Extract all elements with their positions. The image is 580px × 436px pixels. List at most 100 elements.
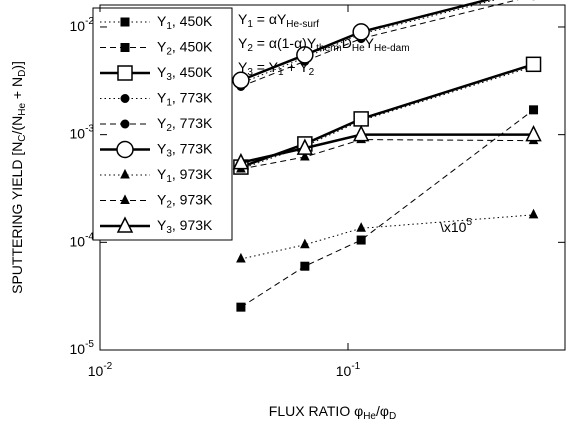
equation: Y3 = Y1 + Y2 bbox=[238, 59, 315, 78]
legend-label-part: , 973K bbox=[172, 166, 213, 182]
equation-part: 2 bbox=[309, 67, 315, 78]
series-line bbox=[240, 139, 534, 170]
legend-label: Y2, 450K bbox=[157, 38, 213, 57]
data-point bbox=[300, 238, 310, 249]
x-axis-label-part: /φ bbox=[376, 403, 389, 419]
equation-part: Y bbox=[238, 11, 248, 27]
x-axis-label-part: D bbox=[389, 411, 396, 422]
data-point bbox=[352, 23, 370, 41]
legend-label-part: Y bbox=[157, 64, 167, 80]
x-axis-label: FLUX RATIO φHe/φD bbox=[269, 403, 396, 422]
legend-label-part: Y bbox=[157, 166, 167, 182]
legend-marker bbox=[116, 216, 134, 233]
data-point bbox=[296, 46, 314, 64]
data-point bbox=[236, 252, 246, 263]
legend-label-part: , 450K bbox=[172, 38, 213, 54]
data-point bbox=[296, 138, 314, 155]
x-axis-label-part: FLUX RATIO φ bbox=[269, 403, 363, 419]
legend-label-part: , 450K bbox=[172, 13, 213, 29]
legend-label: Y3, 450K bbox=[157, 64, 213, 83]
data-point bbox=[356, 222, 366, 232]
x-tick-label-part: -2 bbox=[103, 361, 112, 372]
y-axis-label-part: He bbox=[17, 103, 28, 116]
y-tick-label: 10-5 bbox=[70, 339, 95, 357]
y-tick-label-part: -4 bbox=[85, 231, 94, 242]
data-point bbox=[356, 235, 366, 245]
data-point bbox=[300, 261, 310, 271]
data-point bbox=[352, 124, 370, 142]
equation-part: He-dam bbox=[374, 43, 410, 54]
y-axis-label-part: D bbox=[17, 70, 28, 77]
data-point bbox=[232, 152, 250, 170]
equation-part: He-surf bbox=[286, 19, 319, 30]
legend-label-part: , 973K bbox=[172, 191, 213, 207]
equation-part: 1 bbox=[247, 19, 253, 30]
y-tick-label-part: 10 bbox=[70, 233, 86, 249]
legend-label-part: Y bbox=[157, 89, 167, 105]
equation-part: = Y bbox=[253, 59, 279, 75]
legend-marker bbox=[120, 43, 130, 52]
y-axis-label-part: C bbox=[17, 134, 28, 141]
equation-part: D bbox=[342, 35, 352, 51]
legend-label-part: , 773K bbox=[172, 140, 213, 156]
y-tick-label-part: -2 bbox=[85, 16, 94, 27]
x-tick-label-part: -1 bbox=[351, 361, 360, 372]
legend-marker bbox=[120, 194, 130, 204]
data-point bbox=[232, 71, 250, 90]
y-tick-label-part: -3 bbox=[85, 123, 94, 134]
legend-label-part: 3 bbox=[166, 225, 172, 236]
legend-label-part: , 973K bbox=[172, 217, 213, 233]
equation-part: He bbox=[352, 43, 365, 54]
legend-label: Y1, 773K bbox=[157, 89, 213, 108]
equation-part: = α(1-α)Y bbox=[253, 35, 317, 51]
x-tick-label-part: 10 bbox=[336, 363, 352, 379]
equation-part: Y bbox=[238, 35, 248, 51]
y-axis-label-part: + N bbox=[9, 77, 25, 103]
equation: Y1 = αYHe-surf bbox=[238, 11, 319, 30]
legend-marker bbox=[116, 140, 134, 159]
y-axis-label-part: )] bbox=[9, 61, 25, 70]
series-line bbox=[240, 0, 519, 87]
legend-label: Y1, 450K bbox=[157, 13, 213, 32]
y-tick-label-part: 10 bbox=[70, 341, 86, 357]
legend-label-part: 2 bbox=[166, 199, 172, 210]
x-axis-label-part: He bbox=[363, 411, 376, 422]
series-line bbox=[240, 214, 534, 260]
legend-marker bbox=[120, 94, 130, 103]
data-point bbox=[353, 111, 369, 127]
x-tick-label: 10-2 bbox=[88, 361, 113, 379]
legend-label-part: Y bbox=[157, 140, 167, 156]
y-tick-label-part: 10 bbox=[70, 18, 86, 34]
legend-label-part: Y bbox=[157, 38, 167, 54]
legend-marker bbox=[120, 168, 130, 179]
legend-box bbox=[92, 7, 233, 241]
data-point bbox=[300, 150, 310, 161]
y-axis-label: SPUTTERING YIELD [NC/(NHe + ND)] bbox=[9, 61, 28, 294]
legend-label: Y2, 973K bbox=[157, 191, 213, 210]
equation-part: + Y bbox=[284, 59, 310, 75]
y-tick-label-part: -5 bbox=[85, 339, 94, 350]
legend-label-part: Y bbox=[157, 191, 167, 207]
x-tick-label: 10-1 bbox=[336, 361, 361, 379]
legend-label-part: , 773K bbox=[172, 89, 213, 105]
legend-label-part: , 773K bbox=[172, 115, 213, 131]
y-tick-label-part: 10 bbox=[70, 125, 86, 141]
series-line bbox=[240, 133, 534, 164]
series-line bbox=[240, 0, 497, 84]
legend-label-part: 1 bbox=[166, 21, 172, 32]
annotation-part: 5 bbox=[466, 217, 472, 228]
equation-part: 3 bbox=[247, 67, 253, 78]
equation-part: Y bbox=[238, 59, 248, 75]
y-tick-label: 10-4 bbox=[70, 231, 95, 249]
legend-label-part: 3 bbox=[166, 72, 172, 83]
data-point bbox=[528, 208, 539, 219]
legend-label-part: 1 bbox=[166, 97, 172, 108]
y-tick-label: 10-3 bbox=[70, 123, 95, 141]
annotation: \x105 bbox=[440, 217, 472, 235]
legend-marker bbox=[120, 119, 130, 129]
y-tick-label: 10-2 bbox=[70, 16, 95, 34]
legend-label: Y2, 773K bbox=[157, 115, 213, 134]
legend-label-part: 2 bbox=[166, 123, 172, 134]
data-point bbox=[236, 302, 246, 312]
legend-label-part: 2 bbox=[166, 46, 172, 57]
